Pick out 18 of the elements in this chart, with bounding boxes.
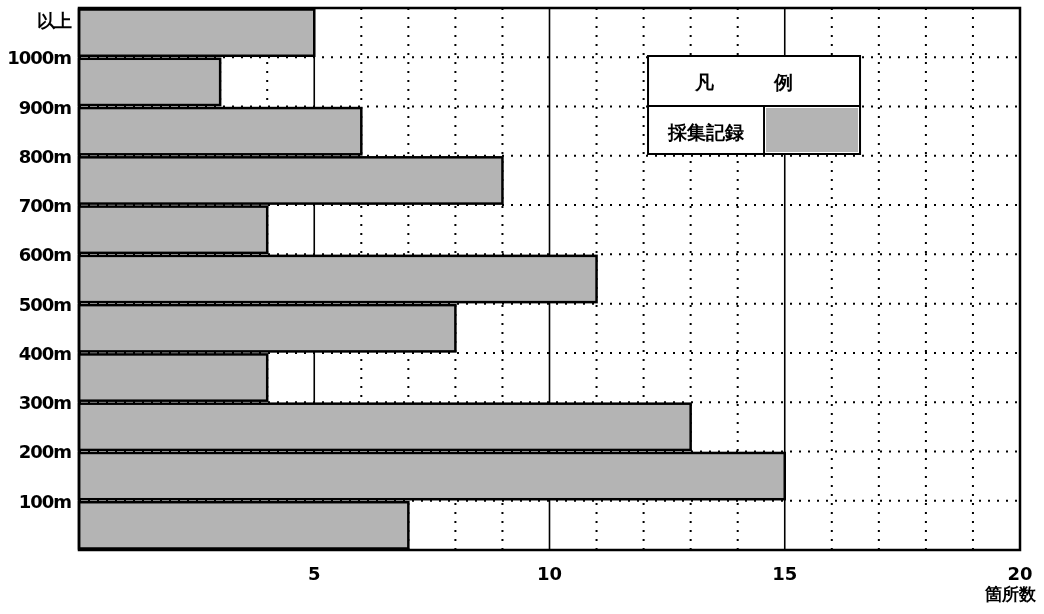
x-axis-title: 箇所数	[983, 584, 1037, 604]
legend-title: 凡例	[694, 71, 854, 93]
x-tick-label: 15	[772, 563, 798, 584]
y-tick-label: 900m	[18, 96, 72, 118]
y-tick-label: 500m	[18, 293, 72, 315]
y-tick-label: 700m	[18, 195, 72, 217]
y-tick-label: 400m	[18, 342, 72, 364]
y-tick-label: 300m	[18, 392, 72, 414]
y-tick-label: 600m	[18, 244, 72, 266]
x-tick-label: 10	[536, 563, 563, 584]
x-tick-label: 20	[1007, 563, 1033, 584]
legend-label: 採集記録	[667, 121, 745, 143]
y-tick-label: 100m	[18, 490, 72, 512]
x-tick-label: 5	[307, 563, 321, 584]
y-tick-label: 1000m	[7, 47, 72, 69]
y-tick-label: 以上	[37, 10, 72, 32]
y-tick-label: 200m	[18, 441, 72, 463]
y-tick-label: 800m	[18, 145, 72, 167]
